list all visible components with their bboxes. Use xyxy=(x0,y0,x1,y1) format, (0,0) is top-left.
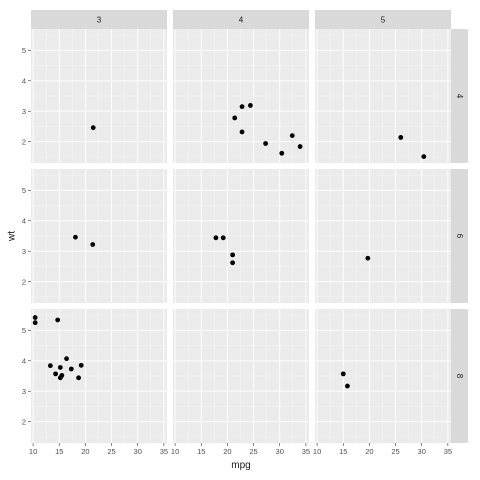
y-tick-label: 3 xyxy=(22,107,26,116)
facet-strip-row xyxy=(451,309,468,443)
y-tick-label: 2 xyxy=(22,417,26,426)
data-point xyxy=(220,235,226,241)
y-tick-label: 3 xyxy=(22,387,26,396)
data-point xyxy=(32,315,38,320)
y-tick-label: 4 xyxy=(22,356,26,365)
y-tick-label: 4 xyxy=(22,216,26,225)
x-tick-label: 10 xyxy=(29,447,37,456)
x-tick-label: 35 xyxy=(302,447,310,456)
data-point xyxy=(78,362,84,368)
data-point xyxy=(32,320,38,326)
facet-strip-row xyxy=(451,169,468,303)
x-tick-label: 30 xyxy=(276,447,284,456)
y-tick-label: 5 xyxy=(22,186,26,195)
facet-panel xyxy=(173,169,309,303)
x-tick-label: 25 xyxy=(249,447,257,456)
y-tick-label: 2 xyxy=(22,137,26,146)
facet-strip-col-label: 4 xyxy=(239,16,244,25)
y-tick-label: 5 xyxy=(22,326,26,335)
facet-panel xyxy=(31,169,167,303)
facet-strip-row xyxy=(451,29,468,163)
x-tick-label: 10 xyxy=(171,447,179,456)
facet-strip-row-label: 6 xyxy=(455,234,464,239)
x-tick-label: 15 xyxy=(55,447,63,456)
facet-strip-col xyxy=(173,10,309,29)
data-point xyxy=(279,150,285,156)
data-point xyxy=(365,255,371,261)
facet-strip-col xyxy=(315,10,451,29)
data-point xyxy=(297,144,303,149)
data-point xyxy=(90,242,96,247)
x-tick-label: 15 xyxy=(339,447,347,456)
data-point xyxy=(47,363,53,369)
data-point xyxy=(239,129,245,135)
x-tick-label: 25 xyxy=(391,447,399,456)
y-tick-label: 3 xyxy=(22,247,26,256)
data-point xyxy=(213,235,219,241)
facet-panel xyxy=(173,29,309,163)
x-axis-title: mpg xyxy=(231,460,250,471)
facet-strip-col-label: 3 xyxy=(97,16,102,25)
x-tick-label: 30 xyxy=(418,447,426,456)
x-tick-label: 20 xyxy=(223,447,231,456)
y-axis-title: wt xyxy=(7,231,18,242)
data-point xyxy=(68,366,74,372)
x-tick-label: 20 xyxy=(81,447,89,456)
facet-strip-row-label: 8 xyxy=(455,374,464,379)
facet-strip-col-label: 5 xyxy=(381,16,386,25)
facet-panel xyxy=(315,29,451,163)
y-tick-label: 5 xyxy=(22,46,26,55)
data-point xyxy=(232,115,238,121)
data-point xyxy=(90,125,96,131)
data-point xyxy=(340,371,346,377)
y-tick-label: 4 xyxy=(22,76,26,85)
data-point xyxy=(55,317,61,323)
facet-panel xyxy=(31,29,167,163)
facet-strip-row-label: 4 xyxy=(455,94,464,99)
data-point xyxy=(263,141,268,146)
data-point xyxy=(76,375,81,381)
facet-panel xyxy=(31,309,167,443)
data-point xyxy=(289,133,295,138)
data-point xyxy=(398,135,404,140)
x-tick-label: 20 xyxy=(365,447,373,456)
facet-panel xyxy=(173,309,309,443)
data-point xyxy=(421,154,427,160)
data-point xyxy=(345,383,350,389)
x-tick-label: 35 xyxy=(444,447,452,456)
y-tick-label: 2 xyxy=(22,277,26,286)
x-tick-label: 35 xyxy=(160,447,168,456)
data-point xyxy=(73,234,78,240)
x-tick-label: 10 xyxy=(313,447,321,456)
facet-panel xyxy=(315,169,451,303)
data-point xyxy=(248,103,253,108)
data-point xyxy=(57,365,63,370)
x-tick-label: 25 xyxy=(107,447,115,456)
data-point xyxy=(57,375,63,381)
data-point xyxy=(230,252,236,258)
facet-strip-col xyxy=(31,10,167,29)
x-tick-label: 15 xyxy=(197,447,205,456)
data-point xyxy=(64,356,69,362)
x-tick-label: 30 xyxy=(134,447,142,456)
data-point xyxy=(239,104,245,110)
data-point xyxy=(53,371,58,377)
data-point xyxy=(230,260,236,266)
facet-panel xyxy=(315,309,451,443)
